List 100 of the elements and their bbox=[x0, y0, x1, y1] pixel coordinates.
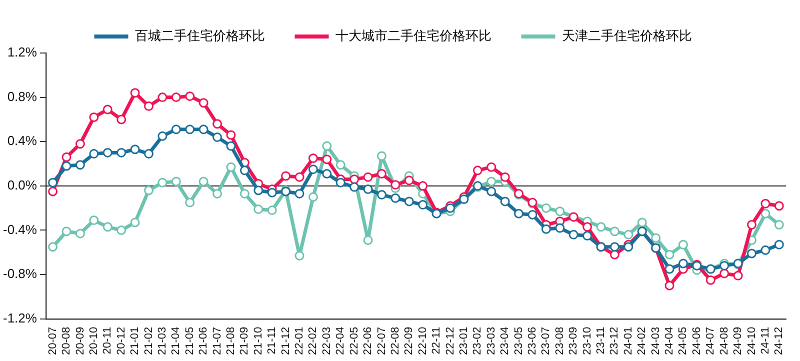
point bbox=[541, 224, 551, 234]
point bbox=[102, 104, 112, 114]
x-tick-label: 23-03 bbox=[485, 326, 498, 356]
point bbox=[158, 92, 168, 102]
point bbox=[336, 178, 346, 188]
point bbox=[130, 218, 140, 228]
point bbox=[75, 228, 85, 238]
x-tick-label: 23-06 bbox=[526, 326, 538, 356]
point bbox=[254, 204, 264, 214]
point bbox=[281, 171, 291, 181]
point bbox=[322, 169, 332, 178]
y-tick-label: 1.2% bbox=[7, 44, 38, 60]
point bbox=[226, 130, 236, 140]
point bbox=[555, 206, 565, 216]
x-tick-label: 23-05 bbox=[512, 326, 525, 356]
x-tick-label: 22-04 bbox=[334, 326, 347, 356]
point bbox=[198, 124, 208, 134]
x-tick-label: 23-02 bbox=[472, 326, 484, 356]
x-tick-label: 22-08 bbox=[389, 326, 402, 356]
point bbox=[350, 174, 360, 184]
point bbox=[404, 196, 414, 206]
point bbox=[363, 184, 373, 194]
point bbox=[308, 192, 318, 202]
point bbox=[116, 225, 126, 235]
point bbox=[254, 186, 264, 196]
point bbox=[582, 231, 592, 241]
point bbox=[89, 112, 99, 122]
x-tick-label: 24-04 bbox=[664, 326, 676, 356]
x-tick-label: 22-02 bbox=[307, 326, 320, 356]
x-tick-label: 21-11 bbox=[266, 326, 278, 354]
x-tick-label: 21-10 bbox=[252, 326, 264, 356]
point bbox=[528, 210, 538, 220]
point bbox=[48, 178, 58, 188]
x-tick-label: 23-09 bbox=[568, 326, 580, 356]
point bbox=[171, 124, 181, 134]
x-tick-label: 22-10 bbox=[416, 326, 429, 356]
point bbox=[760, 245, 770, 255]
point bbox=[102, 222, 112, 232]
point bbox=[390, 193, 400, 203]
point bbox=[404, 176, 414, 186]
point bbox=[596, 222, 606, 232]
x-tick-label: 24-11 bbox=[759, 326, 772, 354]
y-tick-label: 0.8% bbox=[7, 88, 38, 104]
point bbox=[624, 242, 634, 252]
point bbox=[637, 218, 647, 228]
point bbox=[130, 88, 140, 98]
x-tick-label: 24-10 bbox=[746, 326, 758, 356]
point bbox=[774, 201, 784, 211]
point bbox=[62, 226, 72, 236]
x-tick-label: 24-08 bbox=[718, 326, 730, 356]
point bbox=[294, 250, 304, 260]
point bbox=[158, 178, 168, 188]
point bbox=[746, 248, 756, 258]
x-tick-label: 24-03 bbox=[650, 326, 662, 356]
x-tick-label: 21-01 bbox=[129, 326, 142, 356]
x-tick-label: 21-08 bbox=[225, 326, 237, 356]
x-tick-label: 22-09 bbox=[403, 326, 416, 356]
point bbox=[130, 144, 140, 154]
x-tick-label: 20-11 bbox=[102, 326, 114, 354]
point bbox=[336, 160, 346, 170]
x-tick-label: 23-04 bbox=[499, 326, 512, 356]
point bbox=[514, 208, 524, 218]
point bbox=[376, 169, 386, 178]
x-tick-label: 20-12 bbox=[115, 326, 128, 356]
point bbox=[774, 240, 784, 250]
x-tick-label: 23-01 bbox=[458, 326, 470, 356]
point bbox=[486, 176, 496, 186]
x-tick-label: 23-11 bbox=[595, 326, 608, 354]
x-tick-label: 20-10 bbox=[88, 326, 100, 356]
x-tick-label: 23-10 bbox=[581, 326, 594, 356]
y-tick-label: -0.8% bbox=[2, 266, 38, 282]
y-tick-label: 0.4% bbox=[7, 133, 38, 148]
x-tick-label: 23-08 bbox=[554, 326, 566, 356]
x-tick-label: 21-07 bbox=[211, 326, 224, 356]
point bbox=[294, 172, 304, 182]
x-tick-label: 24-01 bbox=[622, 326, 634, 356]
point bbox=[171, 92, 181, 102]
y-tick-label: 0.0% bbox=[7, 178, 38, 193]
legend-label: 天津二手住宅价格环比 bbox=[562, 28, 692, 44]
point bbox=[760, 208, 770, 218]
point bbox=[541, 203, 551, 213]
x-tick-label: 21-09 bbox=[238, 326, 251, 356]
y-tick-label: -0.4% bbox=[2, 222, 38, 237]
point bbox=[48, 242, 58, 252]
point bbox=[158, 131, 168, 141]
x-tick-label: 23-07 bbox=[540, 326, 552, 356]
x-tick-label: 22-03 bbox=[320, 326, 333, 356]
x-tick-label: 24-09 bbox=[732, 326, 744, 356]
point bbox=[760, 198, 770, 208]
point bbox=[240, 166, 250, 176]
point bbox=[294, 188, 304, 198]
point bbox=[62, 152, 72, 162]
point bbox=[746, 220, 756, 230]
x-tick-label: 22-11 bbox=[430, 326, 443, 354]
point bbox=[75, 160, 85, 170]
x-tick-label: 21-02 bbox=[142, 326, 155, 356]
x-tick-label: 22-07 bbox=[376, 326, 388, 356]
point bbox=[144, 101, 154, 111]
point bbox=[500, 172, 510, 182]
point bbox=[568, 230, 578, 240]
